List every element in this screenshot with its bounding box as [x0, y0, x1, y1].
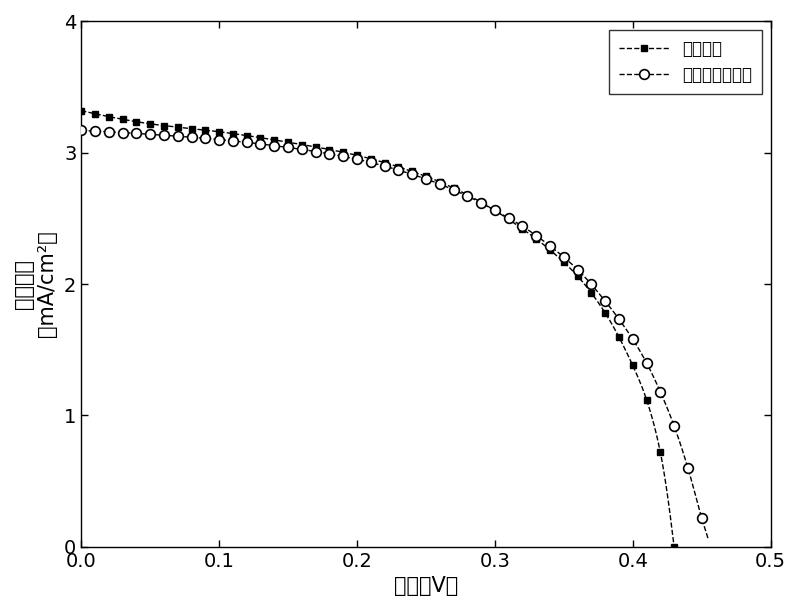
本发明结构器件: [462, 192, 472, 199]
本发明结构器件: [407, 171, 417, 178]
本发明结构器件: [614, 315, 624, 323]
本发明结构器件: [173, 132, 182, 140]
标准器件: [546, 246, 555, 254]
本发明结构器件: [518, 223, 527, 230]
本发明结构器件: [683, 464, 693, 472]
标准器件: [297, 141, 306, 148]
标准器件: [614, 334, 624, 341]
本发明结构器件: [270, 142, 279, 149]
本发明结构器件: [670, 422, 679, 429]
标准器件: [132, 118, 142, 126]
标准器件: [628, 362, 638, 369]
本发明结构器件: [338, 152, 348, 160]
本发明结构器件: [297, 146, 306, 153]
标准器件: [573, 273, 582, 280]
标准器件: [394, 163, 403, 171]
标准器件: [366, 155, 375, 162]
标准器件: [338, 149, 348, 156]
本发明结构器件: [242, 138, 251, 146]
本发明结构器件: [118, 129, 127, 136]
标准器件: [352, 152, 362, 159]
标准器件: [77, 107, 86, 114]
本发明结构器件: [559, 253, 569, 260]
标准器件: [518, 225, 527, 232]
本发明结构器件: [283, 144, 293, 151]
Y-axis label: 电流密度
（mA/cm²）: 电流密度 （mA/cm²）: [14, 231, 57, 337]
标准器件: [504, 216, 514, 223]
标准器件: [531, 235, 541, 243]
本发明结构器件: [394, 167, 403, 174]
本发明结构器件: [311, 148, 321, 155]
标准器件: [214, 128, 224, 135]
本发明结构器件: [256, 140, 266, 148]
本发明结构器件: [352, 156, 362, 163]
本发明结构器件: [421, 175, 430, 182]
本发明结构器件: [90, 127, 100, 135]
标准器件: [228, 130, 238, 137]
本发明结构器件: [546, 242, 555, 249]
本发明结构器件: [201, 135, 210, 142]
本发明结构器件: [490, 207, 500, 214]
标准器件: [256, 134, 266, 142]
标准器件: [173, 123, 182, 131]
标准器件: [490, 207, 500, 214]
本发明结构器件: [655, 388, 665, 395]
本发明结构器件: [228, 137, 238, 145]
本发明结构器件: [77, 127, 86, 134]
标准器件: [270, 136, 279, 143]
标准器件: [600, 309, 610, 317]
本发明结构器件: [449, 186, 458, 193]
Line: 本发明结构器件: 本发明结构器件: [77, 126, 706, 523]
本发明结构器件: [380, 162, 390, 170]
本发明结构器件: [586, 281, 596, 288]
标准器件: [146, 120, 155, 127]
本发明结构器件: [697, 514, 706, 522]
标准器件: [380, 159, 390, 167]
标准器件: [435, 178, 445, 185]
本发明结构器件: [186, 134, 196, 141]
标准器件: [449, 184, 458, 192]
标准器件: [311, 143, 321, 151]
标准器件: [670, 543, 679, 550]
本发明结构器件: [476, 199, 486, 207]
标准器件: [559, 259, 569, 266]
本发明结构器件: [600, 298, 610, 305]
本发明结构器件: [628, 336, 638, 343]
Line: 标准器件: 标准器件: [78, 107, 678, 550]
本发明结构器件: [159, 132, 169, 139]
本发明结构器件: [325, 150, 334, 157]
标准器件: [655, 448, 665, 456]
标准器件: [407, 168, 417, 175]
标准器件: [462, 191, 472, 198]
标准器件: [90, 110, 100, 117]
Legend: 标准器件, 本发明结构器件: 标准器件, 本发明结构器件: [609, 30, 762, 94]
标准器件: [421, 173, 430, 180]
标准器件: [283, 138, 293, 146]
标准器件: [325, 146, 334, 153]
本发明结构器件: [504, 214, 514, 221]
本发明结构器件: [214, 136, 224, 143]
标准器件: [186, 125, 196, 132]
标准器件: [642, 396, 651, 403]
本发明结构器件: [573, 266, 582, 273]
本发明结构器件: [104, 128, 114, 135]
标准器件: [586, 289, 596, 296]
X-axis label: 电压（V）: 电压（V）: [394, 576, 458, 596]
标准器件: [118, 116, 127, 123]
本发明结构器件: [366, 159, 375, 166]
标准器件: [159, 122, 169, 129]
标准器件: [104, 113, 114, 120]
本发明结构器件: [146, 131, 155, 138]
本发明结构器件: [531, 232, 541, 239]
标准器件: [242, 132, 251, 139]
本发明结构器件: [132, 130, 142, 137]
标准器件: [201, 126, 210, 134]
本发明结构器件: [642, 359, 651, 367]
本发明结构器件: [435, 181, 445, 188]
标准器件: [476, 199, 486, 206]
